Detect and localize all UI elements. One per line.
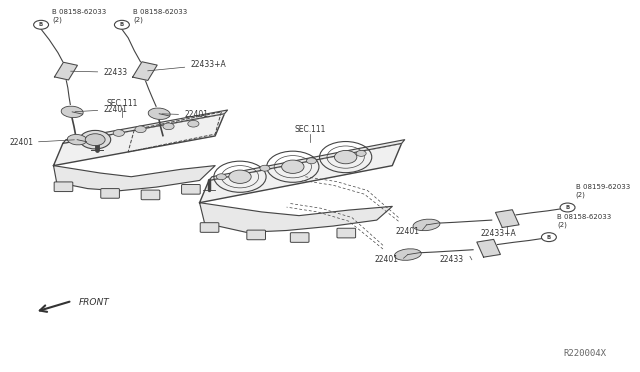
Polygon shape bbox=[63, 110, 228, 143]
Ellipse shape bbox=[413, 219, 440, 231]
Text: B 08158-62033
(2): B 08158-62033 (2) bbox=[557, 214, 611, 228]
Polygon shape bbox=[477, 240, 500, 257]
Ellipse shape bbox=[67, 134, 87, 145]
Circle shape bbox=[85, 134, 105, 145]
Text: SEC.111: SEC.111 bbox=[106, 99, 138, 108]
Polygon shape bbox=[54, 114, 225, 166]
Polygon shape bbox=[200, 143, 402, 203]
Circle shape bbox=[115, 20, 129, 29]
Text: FRONT: FRONT bbox=[78, 298, 109, 307]
Circle shape bbox=[216, 174, 227, 180]
Text: B 08159-62033
(2): B 08159-62033 (2) bbox=[575, 185, 630, 198]
Circle shape bbox=[260, 165, 270, 171]
Text: 22401: 22401 bbox=[396, 227, 420, 236]
Text: 22401: 22401 bbox=[162, 110, 208, 119]
Text: B: B bbox=[547, 235, 551, 240]
Circle shape bbox=[335, 150, 357, 164]
FancyBboxPatch shape bbox=[100, 189, 120, 198]
FancyBboxPatch shape bbox=[141, 190, 160, 200]
Text: 22433+A: 22433+A bbox=[148, 60, 226, 71]
Circle shape bbox=[356, 150, 366, 156]
Text: 22401: 22401 bbox=[75, 105, 127, 114]
Text: 22433: 22433 bbox=[70, 68, 127, 77]
Polygon shape bbox=[209, 140, 404, 180]
FancyBboxPatch shape bbox=[337, 228, 356, 238]
Ellipse shape bbox=[394, 249, 421, 260]
Text: 22401: 22401 bbox=[9, 138, 74, 147]
FancyBboxPatch shape bbox=[200, 223, 219, 232]
Ellipse shape bbox=[148, 108, 170, 119]
Circle shape bbox=[135, 126, 146, 133]
Circle shape bbox=[113, 130, 124, 137]
Circle shape bbox=[79, 131, 111, 149]
Circle shape bbox=[229, 170, 251, 183]
FancyBboxPatch shape bbox=[54, 182, 73, 192]
Polygon shape bbox=[200, 203, 392, 232]
Polygon shape bbox=[54, 62, 77, 80]
Text: 22433+A: 22433+A bbox=[480, 229, 516, 238]
FancyBboxPatch shape bbox=[247, 230, 266, 240]
Polygon shape bbox=[132, 62, 157, 80]
Polygon shape bbox=[495, 210, 519, 227]
Polygon shape bbox=[54, 166, 215, 191]
Text: 22433: 22433 bbox=[439, 255, 463, 264]
Text: B: B bbox=[120, 22, 124, 27]
FancyBboxPatch shape bbox=[291, 233, 309, 242]
Circle shape bbox=[541, 233, 556, 241]
Circle shape bbox=[188, 121, 199, 127]
Circle shape bbox=[307, 158, 316, 164]
Text: B: B bbox=[39, 22, 44, 27]
Circle shape bbox=[163, 123, 174, 130]
FancyBboxPatch shape bbox=[182, 185, 200, 194]
Text: R220004X: R220004X bbox=[564, 349, 607, 358]
Circle shape bbox=[560, 203, 575, 212]
Text: SEC.111: SEC.111 bbox=[294, 125, 326, 134]
Ellipse shape bbox=[61, 106, 83, 118]
Circle shape bbox=[282, 160, 304, 173]
Text: 22401: 22401 bbox=[374, 255, 398, 264]
Text: B 08158-62033
(2): B 08158-62033 (2) bbox=[52, 9, 106, 23]
Text: B 08158-62033
(2): B 08158-62033 (2) bbox=[133, 9, 188, 23]
Circle shape bbox=[34, 20, 49, 29]
Text: B: B bbox=[565, 205, 570, 210]
